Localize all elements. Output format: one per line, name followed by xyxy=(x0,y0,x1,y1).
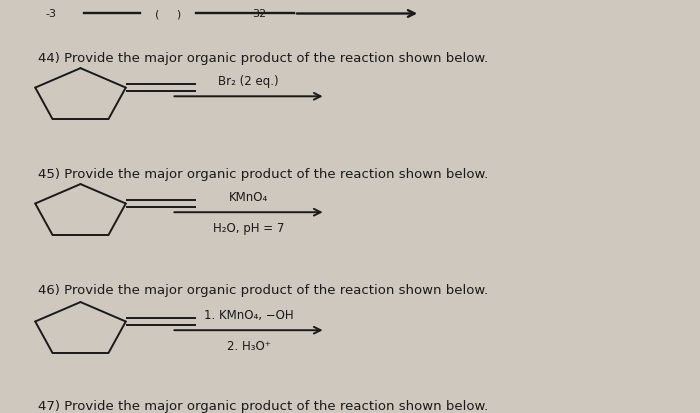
Text: 46) Provide the major organic product of the reaction shown below.: 46) Provide the major organic product of… xyxy=(38,283,489,296)
Text: KMnO₄: KMnO₄ xyxy=(229,191,268,204)
Text: 45) Provide the major organic product of the reaction shown below.: 45) Provide the major organic product of… xyxy=(38,167,489,180)
Text: (     ): ( ) xyxy=(155,9,181,19)
Text: Br₂ (2 eq.): Br₂ (2 eq.) xyxy=(218,75,279,88)
Text: H₂O, pH = 7: H₂O, pH = 7 xyxy=(213,222,284,235)
Text: 32: 32 xyxy=(252,9,266,19)
Text: -3: -3 xyxy=(46,9,57,19)
Text: 44) Provide the major organic product of the reaction shown below.: 44) Provide the major organic product of… xyxy=(38,52,489,64)
Text: 47) Provide the major organic product of the reaction shown below.: 47) Provide the major organic product of… xyxy=(38,399,489,411)
Text: 2. H₃O⁺: 2. H₃O⁺ xyxy=(227,339,270,352)
Text: 1. KMnO₄, −OH: 1. KMnO₄, −OH xyxy=(204,309,293,321)
